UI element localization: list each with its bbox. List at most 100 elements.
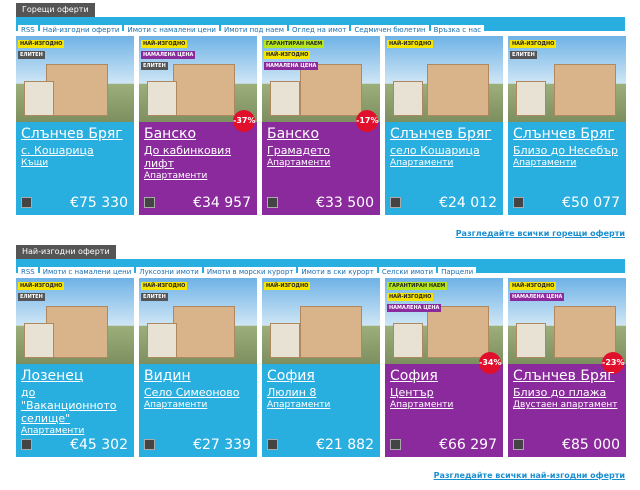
offer-card[interactable]: НАЙ-ИЗГОДНО София Люлин 8 Апартаменти €21 88…: [262, 278, 380, 457]
city: Банско: [144, 126, 197, 142]
building: [270, 323, 300, 358]
place: Близо до плажа: [513, 386, 607, 399]
nav-bar: RSS Най-изгодни оферти Имоти с намалени це…: [16, 17, 625, 35]
building: [554, 306, 616, 358]
badge: НАЙ-ИЗГОДНО: [510, 40, 557, 48]
price: €34 957: [193, 195, 251, 211]
badge: НАМАЛЕНА ЦЕНА: [387, 304, 442, 312]
discount-badge: -17%: [356, 110, 378, 132]
offer-card[interactable]: НАЙ-ИЗГОДНО ЕЛИТЕН Лозенец до "Ваканционнот…: [16, 278, 134, 457]
place: Център: [390, 386, 434, 399]
badge: НАЙ-ИЗГОДНО: [510, 282, 557, 290]
building: [427, 306, 489, 358]
property-type: Двустаен апартамент: [513, 400, 618, 410]
property-type: Апартаменти: [513, 158, 577, 168]
nav-link[interactable]: Луксозни имоти: [136, 267, 202, 277]
offer-card[interactable]: ГАРАНТИРАН НАЕМ НАЙ-ИЗГОДНО НАМАЛЕНА ЦЕНА -…: [262, 36, 380, 215]
section-tab: Горещи оферти: [16, 3, 95, 17]
nav-link[interactable]: Имоти с намалени цени: [39, 267, 135, 277]
badge: НАЙ-ИЗГОДНО: [141, 282, 188, 290]
city: Слънчев Бряг: [513, 126, 615, 142]
nav-link[interactable]: Селски имоти: [378, 267, 437, 277]
offer-photo: [262, 36, 380, 122]
offer-photo: [385, 278, 503, 364]
discount-badge: -34%: [479, 352, 501, 374]
property-type: Апартаменти: [267, 158, 331, 168]
building: [300, 64, 362, 116]
offer-photo: [16, 36, 134, 122]
nav-bar: RSS Имоти с намалени цени Луксозни имоти Им…: [16, 259, 625, 277]
city: Банско: [267, 126, 320, 142]
property-type: Апартаменти: [390, 158, 454, 168]
building: [393, 81, 423, 116]
place: Люлин 8: [267, 386, 317, 399]
nav-link[interactable]: Имоти в морски курорт: [203, 267, 297, 277]
city: Слънчев Бряг: [390, 126, 492, 142]
icon: [21, 197, 32, 208]
building: [24, 323, 54, 358]
property-type: Апартаменти: [21, 426, 85, 436]
badge: НАМАЛЕНА ЦЕНА: [264, 62, 319, 70]
badge: ЕЛИТЕН: [141, 293, 168, 301]
discount-badge: -23%: [602, 352, 624, 374]
building: [173, 64, 235, 116]
offer-card[interactable]: НАЙ-ИЗГОДНО НАМАЛЕНА ЦЕНА -23% Слънчев Бряг…: [508, 278, 626, 457]
building: [24, 81, 54, 116]
nav-link[interactable]: Имоти под наем: [220, 25, 287, 35]
building: [46, 64, 108, 116]
icon: [144, 197, 155, 208]
icon: [390, 197, 401, 208]
section-tab: Най-изгодни оферти: [16, 245, 116, 259]
offer-photo: [385, 36, 503, 122]
nav-link[interactable]: Връзка с нас: [430, 25, 485, 35]
offer-card[interactable]: НАЙ-ИЗГОДНО ЕЛИТЕН Видин Село Симеоново Апар…: [139, 278, 257, 457]
badge: ГАРАНТИРАН НАЕМ: [387, 282, 448, 290]
offer-photo: [139, 36, 257, 122]
building: [46, 306, 108, 358]
badge: ЕЛИТЕН: [18, 51, 45, 59]
building: [554, 64, 616, 116]
building: [516, 323, 546, 358]
icon: [21, 439, 32, 450]
nav-link[interactable]: RSS: [18, 267, 38, 277]
building: [516, 81, 546, 116]
offer-photo: [139, 278, 257, 364]
nav-link[interactable]: Имоти в ски курорт: [298, 267, 377, 277]
offer-card[interactable]: НАЙ-ИЗГОДНО ЕЛИТЕН Слънчев Бряг Близо до Не…: [508, 36, 626, 215]
place: До кабинковия лифт: [144, 144, 231, 170]
offer-card[interactable]: НАЙ-ИЗГОДНО Слънчев Бряг село Кошарица Апар…: [385, 36, 503, 215]
nav-link[interactable]: Парцели: [438, 267, 477, 277]
property-type: Апартаменти: [390, 400, 454, 410]
price: €45 302: [70, 437, 128, 453]
view-all-link[interactable]: Разгледайте всички горещи оферти: [455, 229, 625, 238]
icon: [144, 439, 155, 450]
building: [147, 81, 177, 116]
badge: НАМАЛЕНА ЦЕНА: [141, 51, 196, 59]
nav-link[interactable]: Седмичен бюлетин: [351, 25, 429, 35]
city: Лозенец: [21, 368, 84, 384]
nav-link[interactable]: Най-изгодни оферти: [39, 25, 123, 35]
price: €85 000: [562, 437, 620, 453]
nav-link[interactable]: RSS: [18, 25, 38, 35]
place: село Кошарица: [390, 144, 480, 157]
offer-card[interactable]: НАЙ-ИЗГОДНО ЕЛИТЕН Слънчев Бряг с. Кошарица…: [16, 36, 134, 215]
property-type: Апартаменти: [144, 400, 208, 410]
property-type: Апартаменти: [144, 171, 208, 181]
nav-link[interactable]: Оглед на имот: [289, 25, 350, 35]
badge: НАЙ-ИЗГОДНО: [387, 293, 434, 301]
view-all-link[interactable]: Разгледайте всички най-изгодни оферти: [433, 471, 625, 480]
badge: НАЙ-ИЗГОДНО: [264, 282, 311, 290]
city: Слънчев Бряг: [21, 126, 123, 142]
place: Грамадето: [267, 144, 330, 157]
offer-photo: [16, 278, 134, 364]
offer-card[interactable]: НАЙ-ИЗГОДНО НАМАЛЕНА ЦЕНА ЕЛИТЕН -37% Банско…: [139, 36, 257, 215]
badge: ЕЛИТЕН: [18, 293, 45, 301]
offer-card[interactable]: ГАРАНТИРАН НАЕМ НАЙ-ИЗГОДНО НАМАЛЕНА ЦЕНА -…: [385, 278, 503, 457]
city: София: [390, 368, 438, 384]
place: до "Ваканционното селище": [21, 386, 117, 425]
nav-link[interactable]: Имоти с намалени цени: [124, 25, 219, 35]
badge: ГАРАНТИРАН НАЕМ: [264, 40, 325, 48]
price: €33 500: [316, 195, 374, 211]
price: €27 339: [193, 437, 251, 453]
